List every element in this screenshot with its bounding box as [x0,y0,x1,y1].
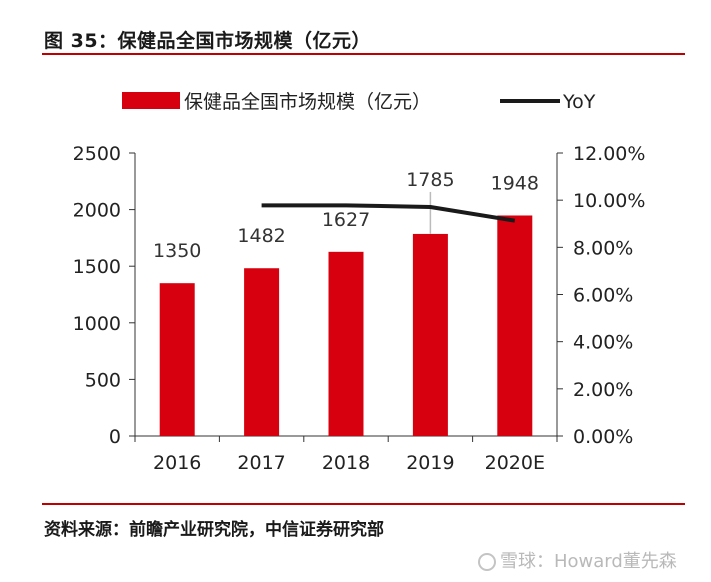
data-label: 1785 [406,169,454,191]
bar [497,215,533,436]
bar [244,268,280,436]
x-axis-tick-label: 2018 [322,452,370,474]
data-labels: 1350 1482 1627 1785 1948 [153,169,539,262]
x-axis-tick-label: 2020E [485,452,545,474]
data-label: 1948 [491,172,539,194]
right-axis-tick-label: 8.00% [573,237,633,259]
bar [412,233,448,436]
bar [159,283,195,436]
source-rule [42,503,685,505]
x-axis-tick-label: 2016 [153,452,201,474]
x-axis-tick-label: 2017 [237,452,285,474]
watermark: 雪球：Howard董先森 [478,547,677,573]
right-axis-tick-label: 6.00% [573,285,633,307]
watermark-logo-icon [478,553,496,571]
chart: 保健品全国市场规模（亿元） YoY 0 500 1000 1500 2000 2500 0.0… [73,91,646,474]
bar [328,251,364,436]
data-label: 1482 [237,225,285,247]
right-axis-tick-label: 0.00% [573,426,633,448]
x-axis-tick-label: 2019 [406,452,454,474]
legend-line-label: YoY [562,91,596,113]
right-axis-tick-label: 2.00% [573,379,633,401]
data-label: 1350 [153,240,201,262]
left-axis-tick-label: 2000 [73,200,121,222]
right-axis-tick-label: 4.00% [573,332,633,354]
right-axis-tick-label: 10.00% [573,190,645,212]
legend-bar-label: 保健品全国市场规模（亿元） [184,91,431,113]
left-axis-tick-label: 2500 [73,143,121,165]
yoy-line-series [261,203,516,223]
bars [159,215,533,436]
left-axis-tick-label: 1500 [73,256,121,278]
left-axis-tick-label: 500 [85,369,121,391]
yoy-line [261,203,516,223]
legend-bar-swatch [122,92,180,109]
watermark-text: 雪球：Howard董先森 [500,551,677,572]
figure-title: 图 35：保健品全国市场规模（亿元） [44,30,372,52]
left-axis-tick-label: 1000 [73,313,121,335]
source-note: 资料来源：前瞻产业研究院，中信证券研究部 [44,520,384,540]
axes: 0 500 1000 1500 2000 2500 0.00% 2.00% 4.00% 6.00%… [73,143,646,474]
data-label: 1627 [322,209,370,231]
title-rule [42,53,685,55]
right-axis-tick-label: 12.00% [573,143,645,165]
legend: 保健品全国市场规模（亿元） YoY [122,91,596,113]
left-axis-tick-label: 0 [109,426,121,448]
